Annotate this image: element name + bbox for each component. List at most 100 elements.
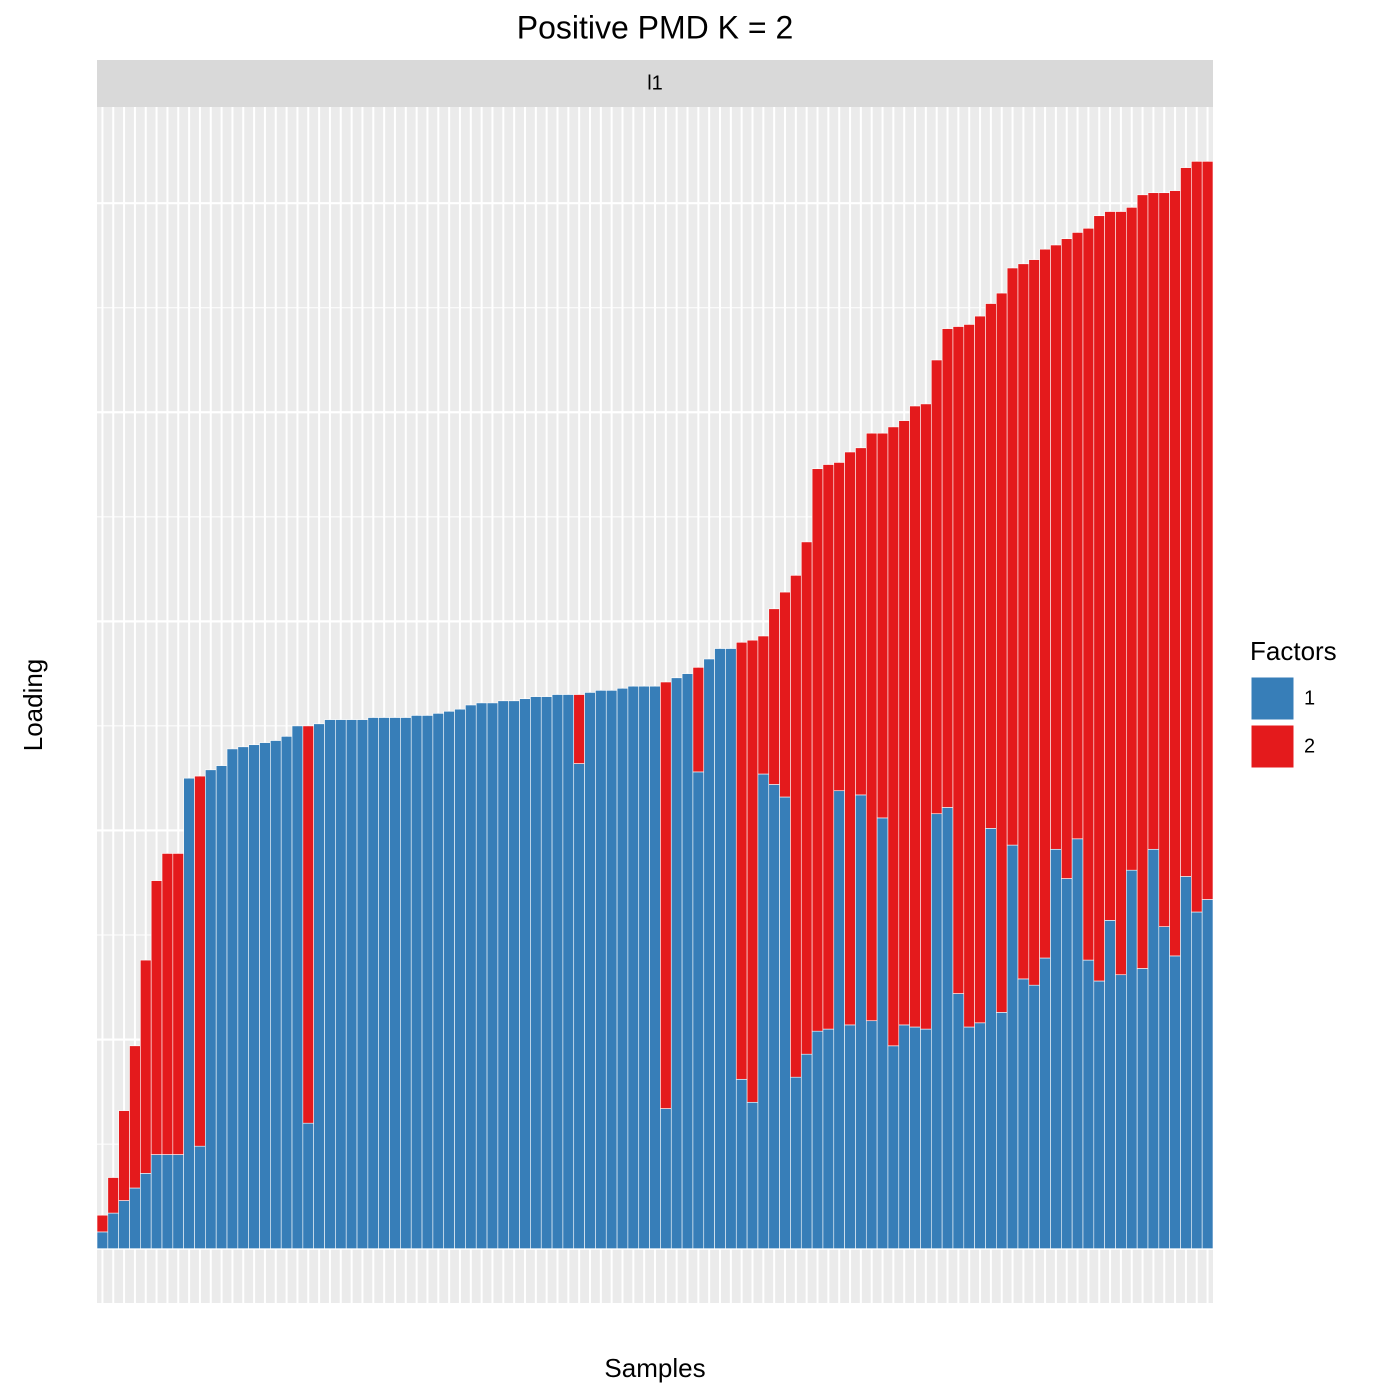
bar-segment xyxy=(790,1076,802,1249)
y-axis-label: Loading xyxy=(18,659,48,752)
bar-segment xyxy=(161,853,174,1155)
bar-segment xyxy=(508,700,520,1249)
bar-segment xyxy=(833,790,845,1249)
bar-segment xyxy=(1158,192,1170,927)
bar-segment xyxy=(356,719,369,1249)
bar-segment xyxy=(1126,207,1138,871)
bar-segment xyxy=(215,765,228,1249)
bar-segment xyxy=(952,326,965,994)
bar-segment xyxy=(172,853,184,1155)
bar-segment xyxy=(432,713,445,1249)
bar-segment xyxy=(1147,848,1160,1249)
bar-segment xyxy=(1126,869,1138,1249)
bar-segment xyxy=(400,717,412,1249)
bar-segment xyxy=(1180,167,1192,877)
bar-segment xyxy=(660,681,672,1109)
bar-segment xyxy=(1039,248,1051,959)
bar-segment xyxy=(768,608,780,785)
bar-segment xyxy=(1158,926,1170,1249)
bar-segment xyxy=(324,719,336,1249)
bar-segment xyxy=(996,292,1008,1013)
bar-segment xyxy=(952,993,965,1249)
bar-segment xyxy=(941,807,954,1249)
bar-segment xyxy=(909,1026,921,1249)
bar-segment xyxy=(118,1200,130,1249)
bar-segment xyxy=(1180,876,1192,1249)
bar-segment xyxy=(1201,899,1214,1249)
bar-segment xyxy=(1071,232,1084,840)
bar-segment xyxy=(920,1028,932,1249)
bar-segment xyxy=(920,403,932,1030)
bar-segment xyxy=(779,796,791,1249)
bar-segment xyxy=(248,744,260,1249)
bar-segment xyxy=(974,1022,986,1249)
bar-segment xyxy=(1050,848,1062,1249)
bar-segment xyxy=(1006,267,1019,846)
bar-segment xyxy=(1017,263,1030,980)
bar-segment xyxy=(1115,211,1127,976)
bar-segment xyxy=(735,1078,748,1249)
bar-segment xyxy=(660,1108,672,1249)
bar-segment xyxy=(844,451,856,1026)
bar-segment xyxy=(150,1154,163,1249)
bar-segment xyxy=(746,1101,759,1249)
facet-strip xyxy=(97,60,1213,107)
bar-segment xyxy=(443,710,455,1249)
bar-segment xyxy=(605,690,618,1249)
bar-segment xyxy=(270,740,282,1249)
bar-segment xyxy=(649,685,661,1249)
bar-segment xyxy=(595,690,607,1249)
bar-segment xyxy=(194,775,206,1147)
bar-segment xyxy=(844,1024,856,1249)
bar-segment xyxy=(930,359,943,815)
bar-segment xyxy=(1191,911,1203,1249)
legend-title: Factors xyxy=(1250,636,1337,666)
bar-segment xyxy=(811,1030,824,1249)
bar-segment xyxy=(313,723,325,1249)
bar-segment xyxy=(389,717,401,1249)
bar-segment xyxy=(703,658,715,1249)
chart-title: Positive PMD K = 2 xyxy=(517,9,794,45)
bar-segment xyxy=(1061,878,1073,1249)
bar-segment xyxy=(107,1212,119,1249)
bar-segment xyxy=(876,817,889,1249)
bar-segment xyxy=(573,763,585,1249)
bar-segment xyxy=(454,708,466,1249)
bar-segment xyxy=(1028,259,1040,986)
bar-segment xyxy=(129,1187,141,1249)
bar-segment xyxy=(714,648,726,1249)
bar-segment xyxy=(746,639,759,1103)
bar-segment xyxy=(486,702,499,1249)
bar-segment xyxy=(1082,959,1095,1249)
bar-segment xyxy=(335,719,347,1249)
bar-segment xyxy=(985,828,997,1249)
bar-segment xyxy=(1050,244,1062,850)
bar-segment xyxy=(800,1053,813,1249)
bar-segment xyxy=(909,405,921,1028)
bar-segment xyxy=(1028,984,1040,1249)
bar-segment xyxy=(887,426,900,1047)
bar-segment xyxy=(1136,194,1149,969)
bar-segment xyxy=(1071,838,1084,1249)
bar-segment xyxy=(1017,978,1030,1249)
bar-segment xyxy=(627,685,640,1249)
bar-segment xyxy=(519,698,531,1249)
bar-segment xyxy=(616,687,629,1249)
bar-segment xyxy=(107,1177,119,1214)
bar-segment xyxy=(540,696,553,1249)
facet-label: l1 xyxy=(647,72,663,94)
bar-segment xyxy=(584,692,596,1249)
bar-segment xyxy=(302,1122,314,1249)
bar-segment xyxy=(779,591,791,798)
bar-segment xyxy=(757,635,770,775)
bar-segment xyxy=(96,1214,109,1233)
bar-segment xyxy=(226,748,239,1249)
bar-segment xyxy=(757,773,770,1249)
bar-segment xyxy=(1093,215,1105,982)
bar-segment xyxy=(865,432,878,1022)
bar-segment xyxy=(638,685,650,1249)
bar-segment xyxy=(855,794,867,1249)
bar-segment xyxy=(1093,980,1105,1249)
bar-segment xyxy=(681,673,694,1249)
